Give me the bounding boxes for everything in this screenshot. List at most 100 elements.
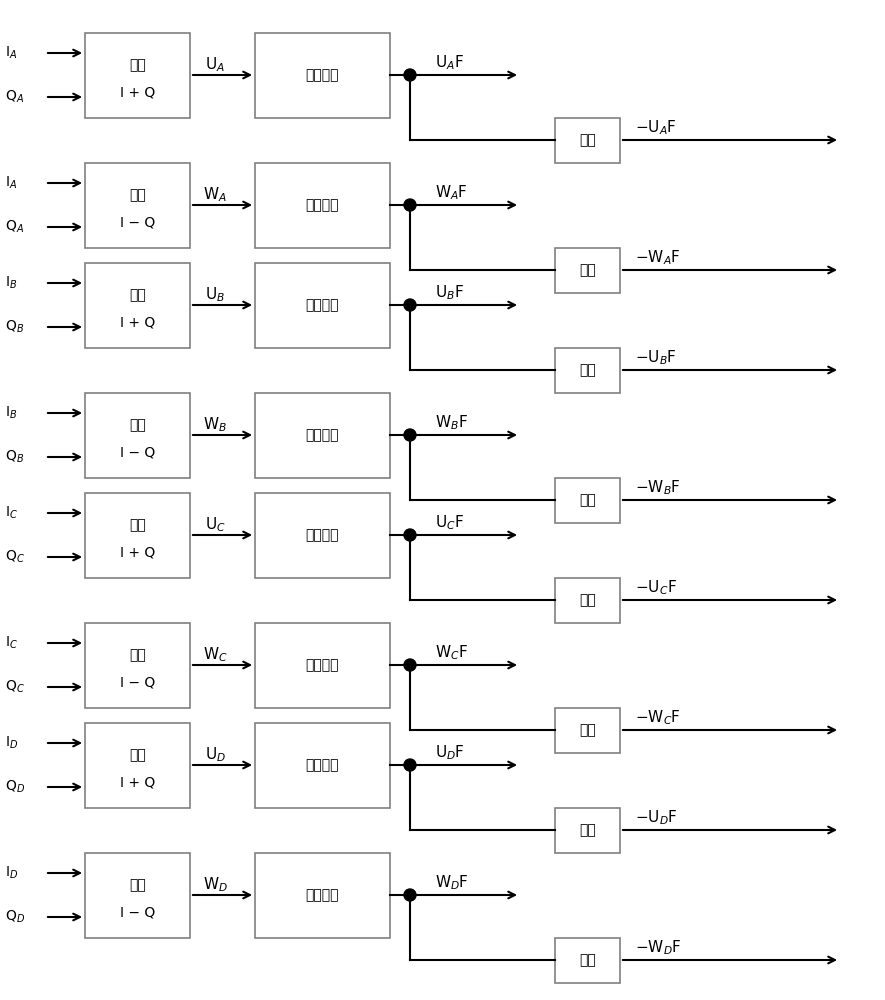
Text: 取符号位: 取符号位 [305, 758, 339, 772]
Text: 取符号位: 取符号位 [305, 298, 339, 312]
Text: I − Q: I − Q [119, 906, 155, 920]
Text: U$_{A}$: U$_{A}$ [205, 56, 225, 74]
Text: 求反: 求反 [579, 493, 596, 507]
Text: I$_{B}$: I$_{B}$ [5, 405, 18, 421]
Circle shape [404, 759, 416, 771]
Text: I + Q: I + Q [119, 316, 155, 330]
Text: −U$_{A}$F: −U$_{A}$F [635, 119, 677, 137]
Text: I − Q: I − Q [119, 216, 155, 230]
Text: W$_{A}$F: W$_{A}$F [435, 184, 468, 202]
FancyBboxPatch shape [555, 478, 620, 522]
Text: 求和: 求和 [129, 748, 146, 762]
Text: I$_{D}$: I$_{D}$ [5, 735, 19, 751]
FancyBboxPatch shape [555, 118, 620, 162]
Text: Q$_{A}$: Q$_{A}$ [5, 89, 24, 105]
Text: W$_{C}$: W$_{C}$ [203, 646, 227, 664]
Circle shape [404, 529, 416, 541]
Text: 求差: 求差 [129, 418, 146, 432]
FancyBboxPatch shape [85, 492, 190, 577]
Text: 取符号位: 取符号位 [305, 428, 339, 442]
Text: 取符号位: 取符号位 [305, 888, 339, 902]
Circle shape [404, 299, 416, 311]
Text: 求差: 求差 [129, 878, 146, 892]
FancyBboxPatch shape [85, 162, 190, 247]
Text: I − Q: I − Q [119, 446, 155, 460]
FancyBboxPatch shape [555, 938, 620, 982]
FancyBboxPatch shape [85, 852, 190, 938]
Circle shape [404, 659, 416, 671]
Text: I$_{D}$: I$_{D}$ [5, 865, 19, 881]
Text: Q$_{B}$: Q$_{B}$ [5, 449, 24, 465]
FancyBboxPatch shape [85, 722, 190, 808]
Text: Q$_{C}$: Q$_{C}$ [5, 549, 25, 565]
Text: U$_{A}$F: U$_{A}$F [435, 54, 464, 72]
Text: U$_{D}$F: U$_{D}$F [435, 744, 465, 762]
FancyBboxPatch shape [255, 392, 390, 478]
FancyBboxPatch shape [255, 162, 390, 247]
FancyBboxPatch shape [255, 33, 390, 118]
FancyBboxPatch shape [85, 33, 190, 118]
Text: I − Q: I − Q [119, 676, 155, 690]
FancyBboxPatch shape [85, 622, 190, 708]
Text: U$_{C}$F: U$_{C}$F [435, 514, 464, 532]
Text: I$_{A}$: I$_{A}$ [5, 45, 17, 61]
FancyBboxPatch shape [255, 852, 390, 938]
Text: I + Q: I + Q [119, 776, 155, 790]
Text: U$_{B}$F: U$_{B}$F [435, 284, 464, 302]
FancyBboxPatch shape [555, 348, 620, 392]
Circle shape [404, 889, 416, 901]
Circle shape [404, 69, 416, 81]
Text: −W$_{B}$F: −W$_{B}$F [635, 479, 681, 497]
FancyBboxPatch shape [555, 247, 620, 292]
Text: 求反: 求反 [579, 593, 596, 607]
FancyBboxPatch shape [255, 622, 390, 708]
Text: Q$_{D}$: Q$_{D}$ [5, 779, 25, 795]
Text: W$_{C}$F: W$_{C}$F [435, 644, 468, 662]
Text: I$_{B}$: I$_{B}$ [5, 275, 18, 291]
FancyBboxPatch shape [85, 392, 190, 478]
FancyBboxPatch shape [555, 578, 620, 622]
Text: Q$_{D}$: Q$_{D}$ [5, 909, 25, 925]
FancyBboxPatch shape [555, 808, 620, 852]
Text: I$_{C}$: I$_{C}$ [5, 635, 18, 651]
Text: 求反: 求反 [579, 363, 596, 377]
Text: 求差: 求差 [129, 188, 146, 202]
Text: Q$_{A}$: Q$_{A}$ [5, 219, 24, 235]
Text: U$_{D}$: U$_{D}$ [204, 746, 226, 764]
Text: −U$_{B}$F: −U$_{B}$F [635, 349, 677, 367]
Text: 求和: 求和 [129, 288, 146, 302]
Text: 求反: 求反 [579, 823, 596, 837]
Text: −U$_{D}$F: −U$_{D}$F [635, 809, 678, 827]
Text: 求反: 求反 [579, 263, 596, 277]
Text: I + Q: I + Q [119, 546, 155, 560]
Text: 取符号位: 取符号位 [305, 198, 339, 212]
Text: I + Q: I + Q [119, 86, 155, 100]
Text: Q$_{B}$: Q$_{B}$ [5, 319, 24, 335]
Text: −W$_{C}$F: −W$_{C}$F [635, 709, 681, 727]
Text: U$_{B}$: U$_{B}$ [205, 286, 225, 304]
Text: W$_{B}$F: W$_{B}$F [435, 414, 468, 432]
Text: 求反: 求反 [579, 133, 596, 147]
Text: 求和: 求和 [129, 58, 146, 72]
Text: 取符号位: 取符号位 [305, 68, 339, 82]
FancyBboxPatch shape [255, 262, 390, 348]
Text: 求差: 求差 [129, 648, 146, 662]
Text: 取符号位: 取符号位 [305, 658, 339, 672]
Circle shape [404, 199, 416, 211]
Text: 求反: 求反 [579, 953, 596, 967]
Text: 求和: 求和 [129, 518, 146, 532]
Text: I$_{C}$: I$_{C}$ [5, 505, 18, 521]
FancyBboxPatch shape [555, 708, 620, 752]
FancyBboxPatch shape [255, 492, 390, 577]
Text: Q$_{C}$: Q$_{C}$ [5, 679, 25, 695]
Text: −U$_{C}$F: −U$_{C}$F [635, 579, 677, 597]
Text: W$_{A}$: W$_{A}$ [204, 186, 227, 204]
Text: −W$_{A}$F: −W$_{A}$F [635, 249, 681, 267]
Text: I$_{A}$: I$_{A}$ [5, 175, 17, 191]
FancyBboxPatch shape [255, 722, 390, 808]
Text: 取符号位: 取符号位 [305, 528, 339, 542]
Text: W$_{D}$F: W$_{D}$F [435, 874, 469, 892]
FancyBboxPatch shape [85, 262, 190, 348]
Circle shape [404, 429, 416, 441]
Text: −W$_{D}$F: −W$_{D}$F [635, 939, 681, 957]
